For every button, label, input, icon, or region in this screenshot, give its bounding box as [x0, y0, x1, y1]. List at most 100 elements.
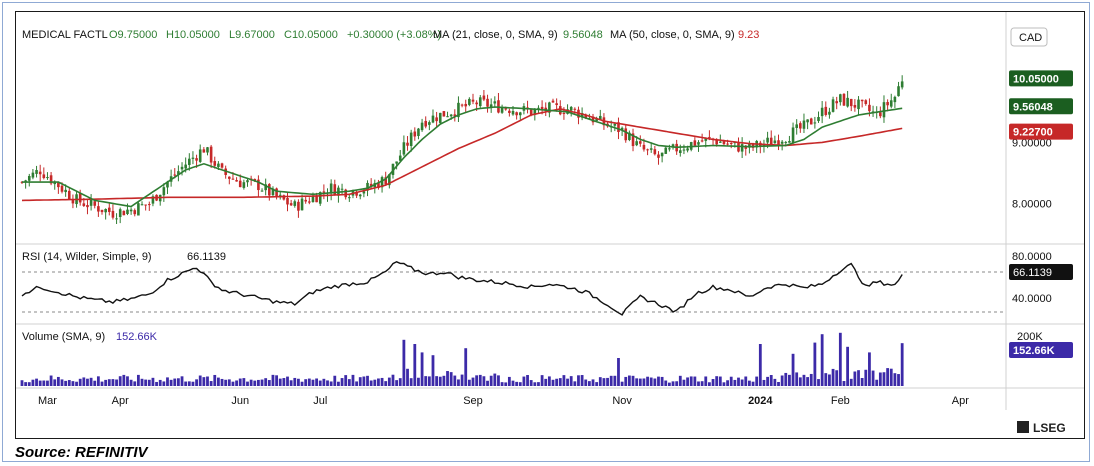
- candle-body: [133, 210, 137, 215]
- volume-bar: [664, 380, 668, 386]
- candle-body: [558, 106, 562, 115]
- candle-body: [380, 177, 384, 188]
- volume-bar: [322, 378, 326, 386]
- volume-bar: [806, 377, 809, 386]
- volume-bar: [886, 368, 890, 386]
- ma21-legend-value: 9.56048: [563, 29, 603, 41]
- price-tick-label: 9.00000: [1012, 137, 1052, 149]
- candle-body: [406, 142, 409, 146]
- candle-body: [813, 122, 817, 124]
- volume-bar: [377, 378, 380, 386]
- candle-body: [297, 201, 300, 211]
- currency-label: CAD: [1019, 32, 1042, 44]
- candle-body: [802, 120, 806, 129]
- volume-bar: [769, 375, 773, 386]
- volume-value-tag: [1009, 342, 1073, 358]
- volume-bar: [897, 374, 900, 386]
- volume-bar: [318, 380, 322, 386]
- volume-bar: [627, 375, 631, 386]
- candle-body: [24, 180, 27, 183]
- candle-body: [348, 197, 351, 199]
- candle-body: [246, 180, 249, 183]
- candle-body: [584, 114, 588, 118]
- candle-body: [704, 137, 708, 141]
- volume-bar: [358, 377, 362, 386]
- candle-body: [682, 149, 686, 151]
- ma50-legend-label: MA (50, close, 0, SMA, 9): [610, 29, 735, 41]
- volume-bar: [609, 375, 613, 386]
- candle-body: [679, 150, 682, 154]
- volume-bar: [817, 379, 820, 386]
- volume-bar: [693, 376, 697, 386]
- candle-body: [708, 136, 711, 138]
- candle-body: [646, 149, 649, 151]
- volume-bar: [737, 377, 740, 386]
- time-axis-label: Nov: [612, 395, 632, 407]
- candle-body: [839, 94, 842, 103]
- candle-body: [398, 155, 402, 161]
- candle-body: [100, 209, 104, 213]
- volume-bar: [598, 377, 602, 386]
- volume-bar: [562, 375, 566, 386]
- volume-bar: [798, 377, 802, 386]
- volume-bar: [835, 370, 839, 386]
- volume-bar: [286, 376, 289, 386]
- candle-body: [122, 210, 126, 216]
- volume-bar: [289, 380, 293, 386]
- candle-body: [620, 127, 624, 131]
- volume-bar: [529, 380, 533, 386]
- candle-body: [177, 171, 180, 175]
- candle-body: [446, 116, 449, 118]
- candle-body: [464, 103, 468, 107]
- volume-bar: [275, 375, 278, 386]
- candle-body: [57, 182, 60, 188]
- volume-bar: [638, 378, 642, 386]
- candle-body: [358, 194, 362, 197]
- change-value: +0.30000 (+3.08%): [347, 29, 441, 41]
- volume-bar: [424, 376, 428, 386]
- candle-body: [333, 184, 337, 196]
- volume-bar: [104, 379, 108, 386]
- volume-bar: [900, 343, 904, 386]
- candle-body: [97, 206, 100, 212]
- price-tick-label: 8.00000: [1012, 198, 1052, 210]
- volume-bar: [657, 376, 660, 386]
- volume-bar: [697, 381, 700, 386]
- candle-body: [828, 111, 831, 115]
- candle-body: [569, 106, 573, 111]
- price-pane: [20, 75, 904, 224]
- rsi-pane: [21, 261, 1006, 316]
- volume-bar: [893, 373, 897, 386]
- volume-bar: [871, 370, 875, 386]
- volume-bar: [198, 375, 202, 386]
- volume-bar: [326, 380, 329, 386]
- candle-body: [555, 103, 558, 106]
- currency-box[interactable]: [1010, 27, 1048, 47]
- volume-bar: [631, 375, 635, 386]
- volume-bar: [653, 378, 657, 386]
- volume-bar: [406, 368, 409, 386]
- candle-body: [318, 192, 322, 204]
- volume-bar: [340, 378, 344, 386]
- chart-panel: 9.00000 8.00000 10.05000 9.56048 9.22700 80.0…: [15, 11, 1085, 439]
- lseg-logo: LSEG: [1017, 421, 1066, 435]
- candle-body: [195, 158, 198, 161]
- candle-body: [893, 96, 897, 103]
- ma21-legend-label: MA (21, close, 0, SMA, 9): [433, 29, 558, 41]
- volume-bar: [788, 374, 791, 386]
- volume-bar: [511, 380, 515, 386]
- volume-bar: [351, 374, 355, 386]
- volume-bar: [671, 381, 675, 386]
- volume-bar: [20, 380, 24, 386]
- volume-bar: [460, 374, 464, 386]
- volume-bar: [686, 377, 689, 386]
- candle-body: [897, 86, 900, 97]
- volume-bar: [660, 376, 664, 386]
- candle-body: [900, 81, 904, 88]
- volume-bar: [617, 358, 620, 386]
- volume-legend-value: 152.66K: [116, 331, 158, 343]
- volume-tick-label: 200K: [1017, 331, 1043, 343]
- candle-body: [795, 124, 798, 128]
- candle-body: [377, 182, 380, 188]
- candle-body: [188, 158, 191, 165]
